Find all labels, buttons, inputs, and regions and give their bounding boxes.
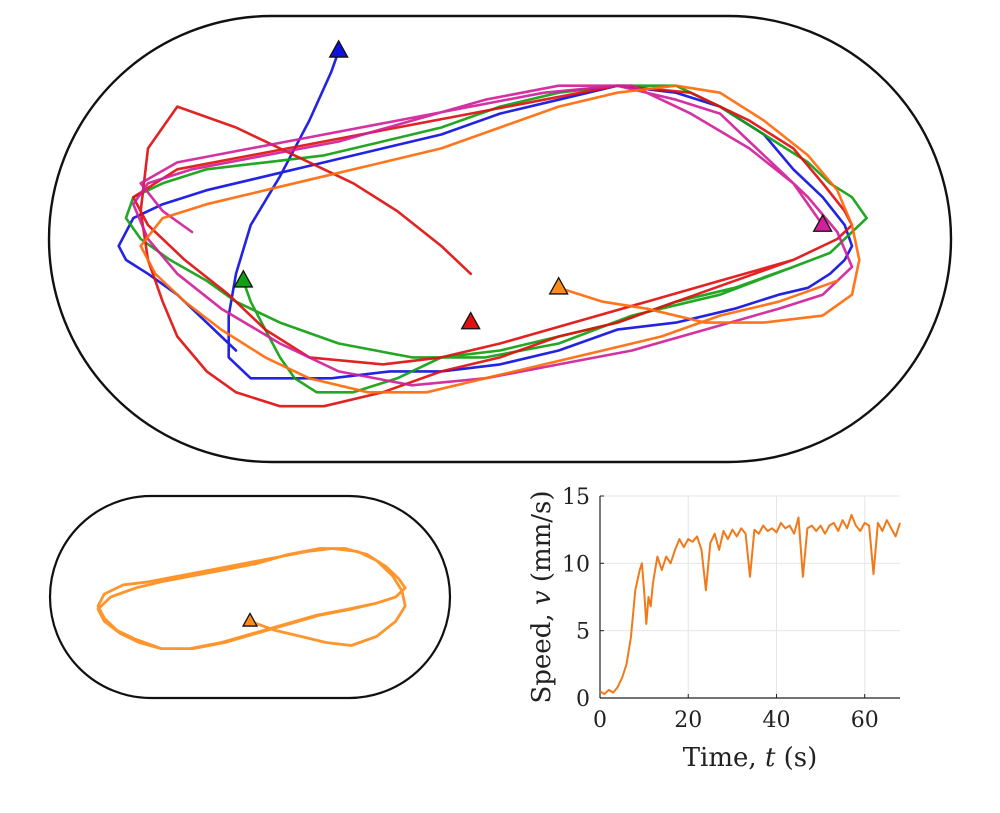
speed-x-tick-label-1: 20 <box>674 708 702 733</box>
speed-y-tick-label-3: 15 <box>562 485 590 510</box>
bottom-left-series-group <box>96 547 407 650</box>
top-marker-red <box>460 311 481 330</box>
left-series-orange-trajectory <box>96 547 407 650</box>
top-marker-green <box>233 269 254 288</box>
speed-time-panel: 0 20 40 60 0 5 10 15 Time, t (s) Speed, v (mm/s… <box>527 485 901 773</box>
top-marker-blue <box>328 39 349 58</box>
top-series-group <box>117 49 869 408</box>
speed-tick-labels: 0 20 40 60 0 5 10 15 <box>562 485 879 733</box>
y-axis-label-text: Speed, <box>527 605 557 703</box>
top-series-red <box>132 84 854 408</box>
speed-x-tick-label-3: 60 <box>851 708 879 733</box>
speed-x-tick-label-0: 0 <box>593 708 607 733</box>
y-axis-label-variable: v <box>527 590 557 605</box>
speed-y-tick-label-2: 10 <box>562 552 590 577</box>
left-marker-orange-trajectory <box>241 612 259 627</box>
y-axis-label-unit: (mm/s) <box>527 490 557 590</box>
speed-series-group <box>599 513 901 695</box>
bottom-left-markers-group <box>241 612 259 627</box>
speed-series-line <box>599 513 901 695</box>
top-series-blue <box>117 49 854 380</box>
x-axis-label-unit: (s) <box>775 743 817 773</box>
top-arena-stadium-outline <box>47 14 953 464</box>
speed-x-tick-label-2: 40 <box>762 708 790 733</box>
bottom-left-trajectory-panel <box>48 494 452 700</box>
top-marker-orange <box>548 276 569 295</box>
speed-axes <box>599 495 900 699</box>
bottom-left-arena-stadium-outline <box>48 494 452 700</box>
top-series-magenta <box>132 84 854 387</box>
x-axis-label-text: Time, <box>683 743 765 773</box>
speed-y-tick-label-0: 0 <box>576 687 590 712</box>
top-series-green <box>124 84 869 394</box>
top-marker-magenta <box>812 213 833 232</box>
top-series-orange <box>139 84 861 394</box>
speed-y-axis-label: Speed, v (mm/s) <box>527 490 557 703</box>
speed-x-axis-label: Time, t (s) <box>683 743 818 773</box>
top-trajectory-panel <box>47 14 953 464</box>
x-axis-label-variable: t <box>765 743 776 773</box>
speed-y-tick-label-1: 5 <box>576 620 590 645</box>
top-markers-group <box>233 39 833 330</box>
